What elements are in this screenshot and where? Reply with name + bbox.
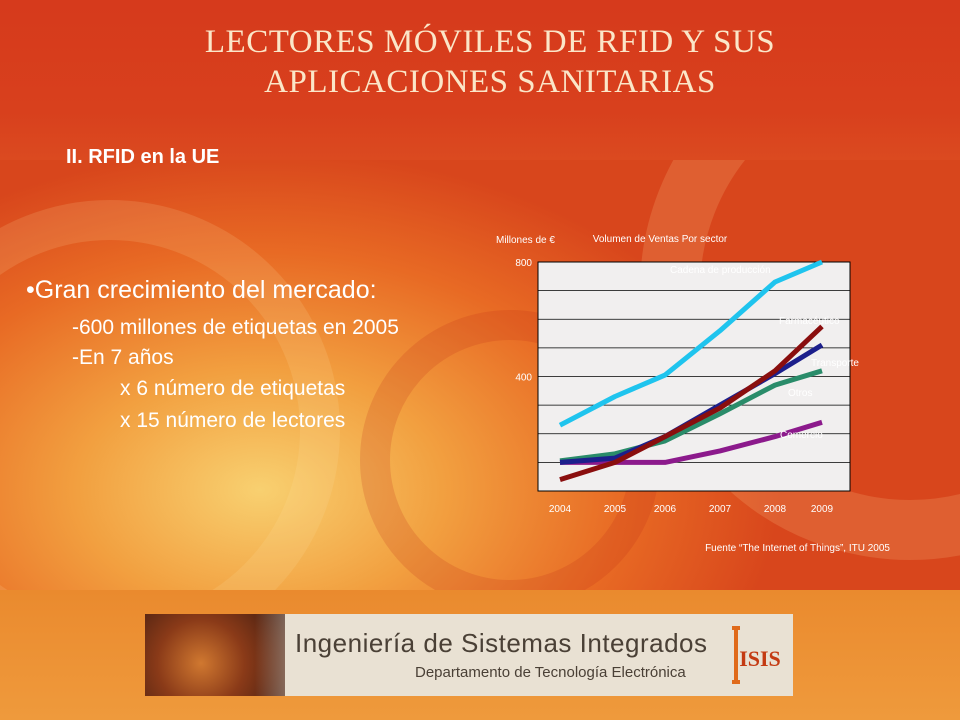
sales-chart: Volumen de Ventas Por sector Millones de… xyxy=(490,225,890,565)
bullet-sub-2: -En 7 años xyxy=(72,346,174,369)
chart-source: Fuente “The Internet of Things”, ITU 200… xyxy=(705,543,890,554)
series-label: Cadena de producción xyxy=(670,265,771,276)
bullet-sub-1: -600 millones de etiquetas en 2005 xyxy=(72,316,399,339)
series-line xyxy=(559,324,824,482)
series-group xyxy=(558,259,824,482)
bullet-sub-4: x 15 número de lectores xyxy=(120,409,346,432)
bullet-sub-3: x 6 número de etiquetas xyxy=(120,377,346,400)
bullet-main: •Gran crecimiento del mercado: xyxy=(26,276,377,304)
series-label: Farmacéutico xyxy=(779,316,840,327)
footer-banner: Ingeniería de Sistemas Integrados Depart… xyxy=(145,614,793,696)
y-tick-label: 400 xyxy=(515,373,532,384)
chart-title: Volumen de Ventas Por sector xyxy=(593,234,728,245)
chart-ylabel: Millones de € xyxy=(496,235,555,246)
logo-text: ISIS xyxy=(739,646,781,671)
y-tick-label: 800 xyxy=(515,258,532,269)
title-line-1: LECTORES MÓVILES DE RFID Y SUS xyxy=(204,24,776,60)
x-tick-label: 2009 xyxy=(811,504,834,515)
series-label: Comercio xyxy=(780,430,823,441)
banner-department: Departamento de Tecnología Electrónica xyxy=(415,664,686,681)
x-tick-label: 2007 xyxy=(709,504,732,515)
x-tick-label: 2005 xyxy=(604,504,627,515)
banner-group-name: Ingeniería de Sistemas Integrados xyxy=(295,628,708,658)
isis-logo: ISIS xyxy=(728,622,786,688)
title-line-2: APLICACIONES SANITARIAS xyxy=(264,64,716,100)
series-label: Transporte xyxy=(811,358,859,369)
slide-title: LECTORES MÓVILES DE RFID Y SUS APLICACIO… xyxy=(60,22,920,102)
x-tick-label: 2006 xyxy=(654,504,677,515)
series-line xyxy=(558,259,823,428)
series-line xyxy=(560,419,823,465)
series-line xyxy=(559,368,823,464)
series-label: Otros xyxy=(788,388,812,399)
x-tick-label: 2004 xyxy=(549,504,572,515)
section-subtitle: II. RFID en la UE xyxy=(66,146,220,168)
header-band xyxy=(0,0,960,160)
y-ticks: 400 800 xyxy=(515,258,532,384)
x-ticks: 2004 2005 2006 2007 2008 2009 xyxy=(549,504,834,515)
series-labels: Cadena de producción Farmacéutico Transpor… xyxy=(670,265,859,441)
chart-svg: Volumen de Ventas Por sector Millones de… xyxy=(496,234,890,554)
x-tick-label: 2008 xyxy=(764,504,787,515)
